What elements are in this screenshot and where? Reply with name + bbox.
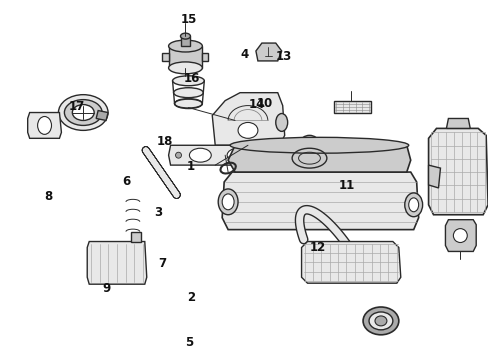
Polygon shape	[180, 36, 191, 46]
Ellipse shape	[190, 148, 211, 162]
Text: 10: 10	[256, 97, 272, 110]
Polygon shape	[131, 231, 141, 242]
Text: 8: 8	[44, 190, 52, 203]
Ellipse shape	[252, 152, 258, 158]
Polygon shape	[228, 145, 411, 172]
Ellipse shape	[172, 76, 204, 86]
Polygon shape	[344, 142, 381, 172]
Polygon shape	[429, 129, 488, 215]
Ellipse shape	[369, 312, 393, 330]
Ellipse shape	[222, 194, 234, 210]
Ellipse shape	[375, 316, 387, 326]
Text: 14: 14	[249, 99, 266, 112]
Polygon shape	[28, 113, 61, 138]
Polygon shape	[162, 53, 169, 61]
Text: 18: 18	[157, 135, 173, 148]
Text: 12: 12	[310, 241, 326, 255]
Ellipse shape	[38, 117, 51, 134]
Ellipse shape	[169, 62, 202, 74]
Text: 9: 9	[102, 283, 111, 296]
Polygon shape	[334, 100, 371, 113]
Ellipse shape	[218, 189, 238, 215]
Polygon shape	[301, 242, 401, 283]
Polygon shape	[429, 165, 441, 188]
Polygon shape	[222, 172, 418, 230]
Ellipse shape	[230, 137, 409, 153]
Polygon shape	[202, 53, 208, 61]
Text: 4: 4	[241, 48, 249, 61]
Ellipse shape	[58, 95, 108, 130]
Polygon shape	[169, 145, 265, 165]
Text: 15: 15	[181, 13, 197, 26]
Ellipse shape	[169, 40, 202, 52]
Ellipse shape	[227, 148, 249, 162]
Ellipse shape	[173, 88, 203, 98]
Text: 17: 17	[69, 100, 85, 113]
Text: 7: 7	[158, 257, 167, 270]
Ellipse shape	[453, 229, 467, 243]
Polygon shape	[445, 220, 476, 251]
Text: 6: 6	[122, 175, 130, 188]
Ellipse shape	[175, 152, 181, 158]
Ellipse shape	[64, 100, 102, 125]
Ellipse shape	[300, 135, 318, 149]
Ellipse shape	[363, 307, 399, 335]
Text: 16: 16	[183, 72, 200, 85]
Polygon shape	[169, 46, 202, 68]
Ellipse shape	[305, 138, 315, 146]
Ellipse shape	[276, 113, 288, 131]
Ellipse shape	[405, 193, 422, 217]
Text: 2: 2	[188, 291, 196, 304]
Polygon shape	[212, 93, 285, 145]
Ellipse shape	[238, 122, 258, 138]
Ellipse shape	[180, 33, 191, 39]
Text: 13: 13	[276, 50, 292, 63]
Text: 11: 11	[339, 179, 355, 192]
Text: 3: 3	[154, 206, 163, 219]
Text: 5: 5	[185, 336, 193, 349]
Text: 1: 1	[187, 160, 195, 173]
Polygon shape	[351, 150, 373, 164]
Ellipse shape	[174, 99, 202, 109]
Polygon shape	[256, 43, 282, 61]
Ellipse shape	[73, 105, 94, 121]
Polygon shape	[96, 111, 108, 121]
Ellipse shape	[409, 198, 418, 212]
Polygon shape	[446, 118, 470, 129]
Polygon shape	[87, 242, 147, 284]
